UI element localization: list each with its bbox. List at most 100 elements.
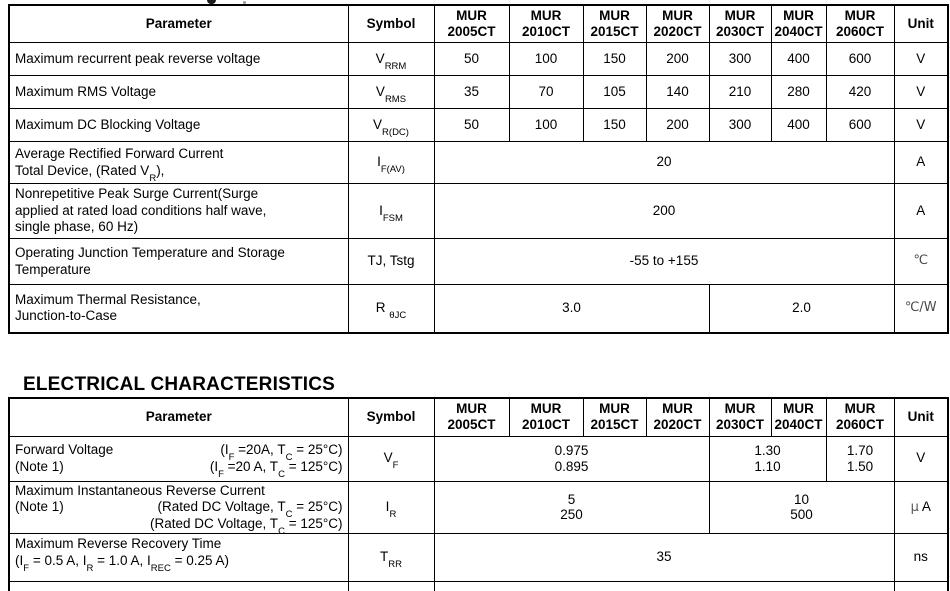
value-line: 0.895 xyxy=(554,458,589,474)
value-cell: 3.0 xyxy=(433,284,710,333)
col-header-model: MUR 2030CT xyxy=(708,4,772,43)
model-line: MUR xyxy=(724,401,756,417)
param-line: Maximum recurrent peak reverse voltage xyxy=(15,50,261,66)
table-row: Forward Voltage (IF =20A, TC = 25°C) (No… xyxy=(8,435,949,482)
symbol-cell: VF xyxy=(347,435,435,482)
value-cell: -55 to +155 xyxy=(433,238,895,285)
symbol-cell xyxy=(347,581,435,591)
condition-text: (IF =20A, TC = 25°C) xyxy=(220,442,343,464)
value-line: 1.10 xyxy=(754,458,781,474)
value-cell: 1.70 1.50 xyxy=(825,435,895,482)
param-line: Average Rectified Forward Current xyxy=(15,146,224,161)
param-cell: Maximum DC Blocking Voltage xyxy=(8,108,349,142)
table-header-row: Parameter Symbol MUR 2005CT MUR 2010CT MUR… xyxy=(8,4,949,43)
param-text: Forward Voltage xyxy=(15,442,114,457)
col-header-symbol: Symbol xyxy=(347,397,435,437)
value-line: 10 xyxy=(793,491,810,507)
col-header-model: MUR 2020CT xyxy=(645,4,710,43)
value-cell: 400 xyxy=(770,108,827,142)
model-line: MUR xyxy=(783,8,814,23)
model-line: MUR xyxy=(783,401,814,417)
model-line: 2020CT xyxy=(653,417,702,433)
unit-mu: μ xyxy=(910,499,919,515)
col-header-model: MUR 2005CT xyxy=(433,397,510,437)
model-line: MUR xyxy=(844,401,876,417)
table-header-row: Parameter Symbol MUR 2005CT MUR 2010CT MUR… xyxy=(8,397,949,437)
value-line: 1.50 xyxy=(846,458,874,474)
electrical-characteristics-table-wrap: Parameter Symbol MUR 2005CT MUR 2010CT MUR… xyxy=(8,397,949,591)
model-line: MUR xyxy=(662,8,693,23)
param-text: (Note 1) xyxy=(15,458,64,474)
param-line: single phase, 60 Hz) xyxy=(15,219,139,235)
param-line: Total Device, (Rated VR), xyxy=(15,162,165,184)
unit-cell: V xyxy=(893,435,949,482)
col-header-model: MUR 2015CT xyxy=(582,4,647,43)
symbol-cell: TJ, Tstg xyxy=(347,238,435,285)
value-cell: 280 xyxy=(770,75,827,109)
unit-cell: V xyxy=(893,75,949,109)
param-cell: Maximum Instantaneous Reverse Current (N… xyxy=(8,480,349,534)
value-cell: 0.975 0.895 xyxy=(433,435,710,482)
model-line: 2005CT xyxy=(447,24,496,39)
value-cell: 35 xyxy=(433,533,895,582)
value-line: 5 xyxy=(567,491,576,507)
model-line: MUR xyxy=(599,8,630,23)
value-cell: 50 xyxy=(433,42,510,76)
param-line: (Note 1) (IF =20 A, TC = 125°C) xyxy=(15,458,343,480)
value-cell: 10 500 xyxy=(708,480,895,534)
symbol-cell: IF(AV) xyxy=(347,141,435,184)
table-row: Nonrepetitive Peak Surge Current(Surge a… xyxy=(8,183,949,239)
table-row: Maximum Thermal Resistance, Junction-to-… xyxy=(8,284,949,333)
param-line: Maximum Reverse Recovery Time xyxy=(15,536,222,551)
param-line: applied at rated load conditions half wa… xyxy=(15,202,267,218)
value-cell: 200 xyxy=(433,183,895,239)
electrical-characteristics-table: Parameter Symbol MUR 2005CT MUR 2010CT MUR… xyxy=(8,397,949,591)
col-header-model: MUR 2060CT xyxy=(825,4,895,43)
maximum-ratings-table-wrap: Parameter Symbol MUR 2005CT MUR 2010CT MUR… xyxy=(8,4,949,334)
value-cell: 200 xyxy=(645,42,710,76)
param-cell: Forward Voltage (IF =20A, TC = 25°C) (No… xyxy=(8,435,349,482)
table-row: Maximum recurrent peak reverse voltage V… xyxy=(8,42,949,76)
symbol-cell: VRRM xyxy=(347,42,435,76)
table-row: Operating Junction Temperature and Stora… xyxy=(8,238,949,285)
param-line: Maximum DC Blocking Voltage xyxy=(15,116,201,132)
table-row: Maximum Instantaneous Reverse Current (N… xyxy=(8,480,949,534)
model-line: 2040CT xyxy=(774,417,823,433)
model-line: 2060CT xyxy=(835,417,885,433)
col-header-parameter: Parameter xyxy=(8,4,349,43)
unit-cell: V xyxy=(893,42,949,76)
symbol-cell: VRMS xyxy=(347,75,435,109)
value-cell: 50 xyxy=(433,108,510,142)
value-line: 1.70 xyxy=(846,443,874,458)
value-cell: 100 xyxy=(508,42,584,76)
model-line: 2020CT xyxy=(653,24,702,39)
param-cell: Maximum Reverse Recovery Time (IF = 0.5 … xyxy=(8,533,349,582)
col-header-parameter: Parameter xyxy=(8,397,349,437)
col-header-model: MUR 2010CT xyxy=(508,4,584,43)
model-line: 2015CT xyxy=(590,24,639,39)
model-line: MUR xyxy=(844,8,876,23)
symbol-cell: IR xyxy=(347,480,435,534)
value-cell: 1.30 1.10 xyxy=(708,435,827,482)
value-cell: 70 xyxy=(508,75,584,109)
value-cell: 420 xyxy=(825,75,895,109)
param-text: (Note 1) xyxy=(15,499,64,514)
col-header-model: MUR 2020CT xyxy=(645,397,710,437)
symbol-cell: R θJC xyxy=(347,284,435,333)
model-line: 2015CT xyxy=(590,417,639,433)
model-line: 2010CT xyxy=(521,417,571,433)
value-cell: 2.0 xyxy=(708,284,895,333)
model-line: 2040CT xyxy=(774,24,823,39)
value-cell: 140 xyxy=(645,75,710,109)
value-cell: 210 xyxy=(708,75,772,109)
value-cell: 300 xyxy=(708,42,772,76)
param-text: Maximum Instantaneous Reverse Current xyxy=(15,482,265,498)
value-cell: 35 xyxy=(433,75,510,109)
value-cell: 5 250 xyxy=(433,480,710,534)
unit-cell: ℃ xyxy=(893,238,949,285)
value-line: 1.30 xyxy=(754,443,781,458)
value-cell: 300 xyxy=(708,108,772,142)
value-cell: 20 xyxy=(433,141,895,184)
condition-text: (IF =20 A, TC = 125°C) xyxy=(209,458,343,480)
